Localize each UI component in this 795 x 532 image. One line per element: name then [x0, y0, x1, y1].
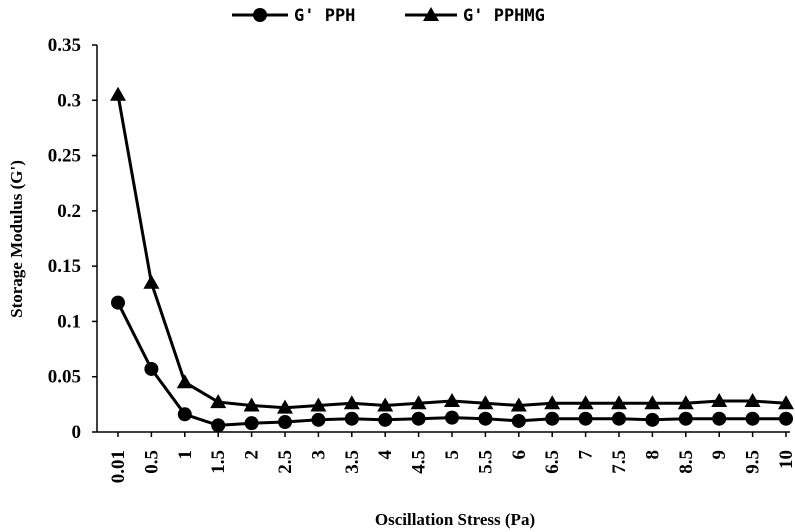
data-point-pphmg [310, 397, 327, 412]
x-tick-label: 4.5 [409, 450, 430, 474]
x-tick-label: 4 [375, 450, 396, 460]
y-tick-label: 0.25 [48, 146, 81, 167]
x-tick-label: 2.5 [275, 450, 296, 474]
data-point-pph [244, 416, 259, 431]
data-point-pph [511, 413, 526, 428]
data-point-pphmg [544, 395, 561, 410]
legend-label-pphmg: G' PPHMG [463, 6, 545, 26]
legend-label-pph: G' PPH [294, 6, 355, 26]
x-tick-label: 7 [576, 450, 597, 460]
y-tick-label: 0.15 [48, 256, 81, 277]
data-point-pphmg [644, 395, 661, 410]
data-point-pph [344, 411, 359, 426]
series-line-pphmg [116, 94, 787, 410]
data-point-pphmg [711, 393, 728, 408]
y-tick-label: 0.3 [57, 90, 81, 111]
data-point-pphmg [176, 374, 193, 389]
x-tick-label: 2 [242, 450, 263, 460]
legend: G' PPH G' PPHMG [232, 6, 545, 26]
x-tick-label: 9.5 [743, 450, 764, 474]
data-point-pph [378, 412, 393, 427]
x-tick-label: 0.5 [141, 450, 162, 474]
data-point-pph [278, 415, 292, 430]
data-point-pph [779, 411, 793, 426]
data-point-pph [177, 407, 192, 422]
data-point-pphmg [677, 395, 694, 410]
data-point-pph [478, 411, 493, 426]
legend-marker-pphmg [423, 7, 439, 21]
data-point-pphmg [210, 394, 227, 409]
y-axis-title: Storage Modulus (G') [7, 160, 26, 318]
data-point-pph [111, 295, 125, 310]
y-tick-label: 0.35 [48, 35, 81, 56]
x-axis-title: Oscillation Stress (Pa) [375, 510, 535, 529]
data-point-pphmg [778, 395, 794, 410]
x-tick-label: 6 [509, 450, 530, 460]
x-tick-label: 8 [642, 450, 663, 460]
data-point-pphmg [110, 86, 126, 101]
data-point-pph [445, 410, 459, 425]
data-point-pphmg [343, 395, 360, 410]
data-point-pph [545, 411, 560, 426]
x-tick-label: 6.5 [542, 450, 563, 474]
x-tick-label: 7.5 [609, 450, 630, 474]
data-point-pph [678, 411, 693, 426]
data-point-pphmg [611, 395, 627, 410]
y-tick-label: 0.1 [57, 311, 81, 332]
data-point-pphmg [277, 399, 293, 414]
x-tick-label: 3.5 [342, 450, 363, 474]
series-layer [110, 86, 794, 433]
x-tick-label: 5 [442, 450, 463, 460]
x-tick-label: 1.5 [208, 450, 229, 474]
data-point-pph [578, 411, 593, 426]
x-tick-labels: 0.01 0.5 1 1.5 2 2.5 3 3.5 4 4.5 5 5.5 6 6.5 7 7.5 8 8.5 9… [108, 432, 795, 483]
data-point-pphmg [377, 397, 394, 412]
data-point-pph [712, 411, 727, 426]
data-point-pph [311, 412, 326, 427]
y-tick-labels: 0 0.05 0.1 0.15 0.2 0.25 0.3 0.35 [48, 35, 97, 443]
data-point-pph [144, 361, 159, 376]
data-point-pphmg [243, 397, 260, 412]
data-point-pph [745, 411, 760, 426]
data-point-pphmg [444, 393, 460, 408]
x-tick-label: 9 [709, 450, 730, 460]
x-tick-label: 3 [308, 450, 329, 460]
x-tick-label: 5.5 [475, 450, 496, 474]
data-point-pph [211, 418, 226, 433]
data-point-pphmg [143, 274, 160, 289]
legend-marker-pph [253, 8, 267, 22]
data-point-pph [411, 411, 426, 426]
data-point-pph [612, 411, 626, 426]
data-point-pphmg [577, 395, 594, 410]
y-tick-label: 0.05 [48, 367, 81, 388]
y-tick-label: 0 [72, 422, 82, 443]
x-tick-label: 8.5 [676, 450, 697, 474]
data-point-pph [645, 412, 660, 427]
data-point-pphmg [410, 395, 427, 410]
x-tick-label: 1 [175, 450, 196, 460]
x-tick-label: 10 [776, 450, 795, 469]
x-tick-label: 0.01 [108, 450, 129, 483]
y-tick-label: 0.2 [57, 201, 81, 222]
data-point-pphmg [744, 393, 761, 408]
data-point-pphmg [477, 395, 494, 410]
data-point-pphmg [510, 397, 527, 412]
